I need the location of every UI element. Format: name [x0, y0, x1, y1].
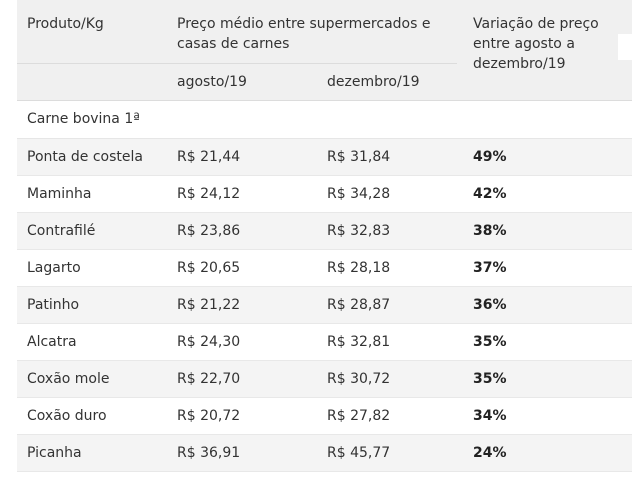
cell-produto: Maminha	[27, 186, 92, 202]
cell-agosto: R$ 21,22	[177, 297, 241, 313]
header-dezembro: dezembro/19	[327, 74, 420, 90]
cell-dezembro: R$ 28,87	[327, 297, 391, 313]
price-table: Produto/Kg Preço médio entre supermercad…	[17, 0, 632, 472]
cell-dezembro: R$ 32,83	[327, 223, 391, 239]
table-row: Ponta de costela R$ 21,44 R$ 31,84 49%	[17, 139, 632, 176]
cell-produto: Coxão duro	[27, 408, 107, 424]
cell-variacao: 38%	[473, 223, 507, 239]
cell-produto: Patinho	[27, 297, 80, 313]
header-divider	[17, 63, 457, 64]
cell-dezembro: R$ 32,81	[327, 334, 391, 350]
table-row: Maminha R$ 24,12 R$ 34,28 42%	[17, 176, 632, 213]
table-row: Lagarto R$ 20,65 R$ 28,18 37%	[17, 250, 632, 287]
cell-produto: Contrafilé	[27, 223, 96, 239]
cell-produto: Lagarto	[27, 260, 81, 276]
cell-variacao: 35%	[473, 334, 507, 350]
cell-agosto: R$ 20,65	[177, 260, 241, 276]
cell-variacao: 36%	[473, 297, 507, 313]
cell-variacao: 35%	[473, 371, 507, 387]
cell-agosto: R$ 36,91	[177, 445, 241, 461]
cell-agosto: R$ 24,12	[177, 186, 241, 202]
table-row: Patinho R$ 21,22 R$ 28,87 36%	[17, 287, 632, 324]
cell-produto: Picanha	[27, 445, 82, 461]
cell-dezembro: R$ 45,77	[327, 445, 391, 461]
table-edge	[618, 34, 632, 60]
cell-agosto: R$ 22,70	[177, 371, 241, 387]
cell-variacao: 42%	[473, 186, 507, 202]
table-header: Produto/Kg Preço médio entre supermercad…	[17, 0, 632, 101]
cell-agosto: R$ 23,86	[177, 223, 241, 239]
cell-dezembro: R$ 28,18	[327, 260, 391, 276]
header-produto: Produto/Kg	[27, 16, 104, 32]
table-row: Coxão duro R$ 20,72 R$ 27,82 34%	[17, 398, 632, 435]
cell-produto: Alcatra	[27, 334, 77, 350]
cell-variacao: 37%	[473, 260, 507, 276]
cell-variacao: 49%	[473, 149, 507, 165]
cell-dezembro: R$ 27,82	[327, 408, 391, 424]
table-row: Coxão mole R$ 22,70 R$ 30,72 35%	[17, 361, 632, 398]
header-variacao: Variação de preço entre agosto a dezembr…	[473, 16, 599, 72]
header-agosto: agosto/19	[177, 74, 247, 90]
table-row: Contrafilé R$ 23,86 R$ 32,83 38%	[17, 213, 632, 250]
table-row: Alcatra R$ 24,30 R$ 32,81 35%	[17, 324, 632, 361]
cell-produto: Coxão mole	[27, 371, 110, 387]
header-preco-medio: Preço médio entre supermercados e casas …	[177, 16, 431, 52]
table-row: Picanha R$ 36,91 R$ 45,77 24%	[17, 435, 632, 472]
cell-agosto: R$ 24,30	[177, 334, 241, 350]
cell-variacao: 34%	[473, 408, 507, 424]
cell-dezembro: R$ 34,28	[327, 186, 391, 202]
cell-dezembro: R$ 30,72	[327, 371, 391, 387]
cell-dezembro: R$ 31,84	[327, 149, 391, 165]
section-row: Carne bovina 1ª	[17, 101, 632, 139]
section-title: Carne bovina 1ª	[27, 111, 140, 127]
cell-agosto: R$ 21,44	[177, 149, 241, 165]
cell-variacao: 24%	[473, 445, 507, 461]
cell-produto: Ponta de costela	[27, 149, 143, 165]
cell-agosto: R$ 20,72	[177, 408, 241, 424]
